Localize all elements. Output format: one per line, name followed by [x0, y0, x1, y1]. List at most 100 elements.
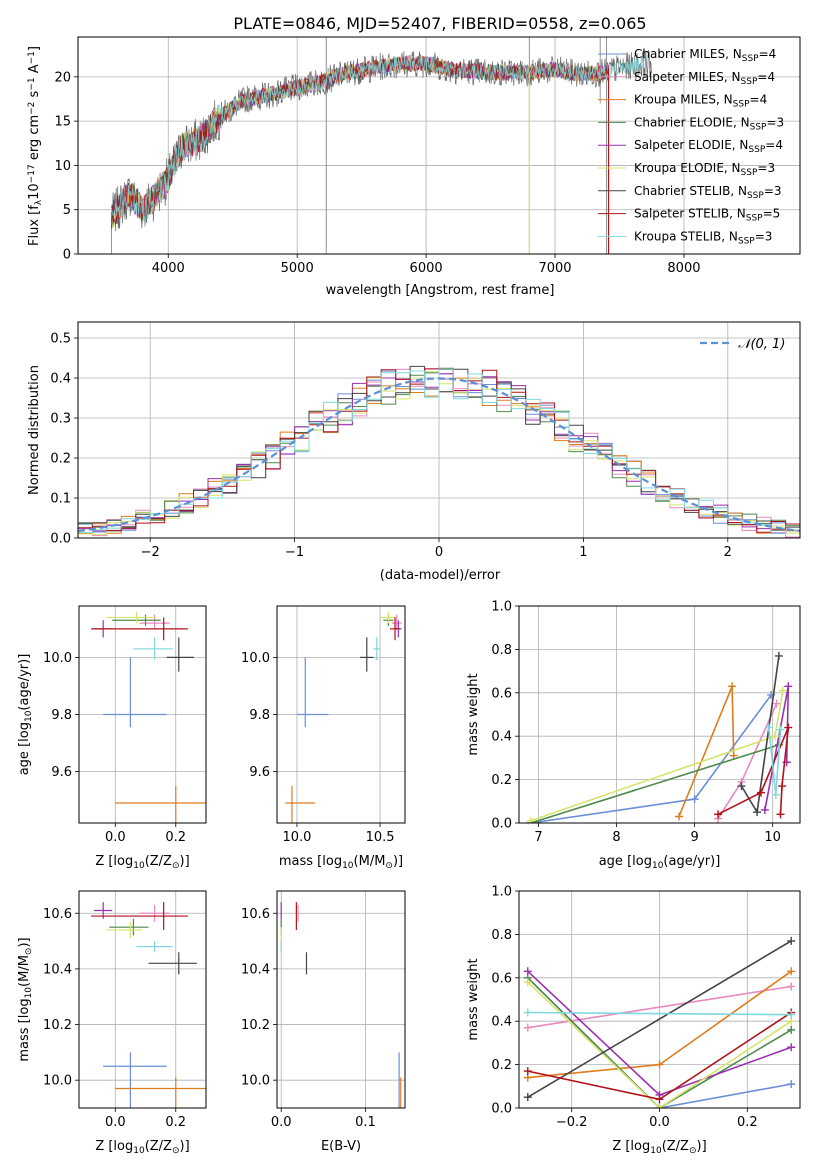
label-part: (Z/Z — [145, 854, 172, 869]
weight-line-chabrier-stelib — [740, 655, 780, 815]
label-part: mass [log — [17, 998, 32, 1061]
errorbars-mass-vs-EBV — [280, 902, 402, 1108]
weight-point-kroupa-stelib — [771, 790, 780, 799]
weight-point-chabrier-elodie — [787, 1025, 796, 1034]
label-part: (M/M — [354, 854, 386, 869]
weight-point-salpeter-elodie — [523, 967, 532, 976]
label-part: A — [27, 64, 42, 77]
x-tick-label: 0.2 — [165, 1115, 186, 1130]
label-part: Flux [f — [27, 205, 42, 246]
label-part: ⊙ — [172, 1146, 180, 1156]
y-tick-label: 10.4 — [43, 962, 72, 977]
y-tick-label: 0.2 — [491, 773, 512, 788]
label-part: λ — [34, 199, 44, 205]
x-axis-label: mass [log10(M/M⊙)] — [279, 854, 403, 871]
y-axis-label: age [log10(age/yr)] — [17, 654, 34, 776]
axes-frame — [518, 890, 801, 1109]
label-part: −1 — [27, 51, 37, 64]
label-part: Z [log — [95, 854, 133, 869]
x-tick-label: 0.1 — [355, 1115, 376, 1130]
x-tick-label: 8000 — [667, 261, 700, 276]
y-axis-label: Flux [fλ10−17 erg cm−2 s−1 A−1] — [27, 46, 44, 246]
y-tick-label: 0 — [63, 248, 71, 263]
label-part: s — [27, 90, 42, 101]
weight-point-kroupa-stelib — [764, 723, 773, 732]
legend-label: Chabrier MILES, NSSP=4 — [634, 47, 776, 64]
x-tick-label: 7000 — [538, 261, 571, 276]
label-part: =3 — [757, 161, 775, 175]
label-part: =4 — [750, 93, 768, 107]
label-part: mass [log — [279, 854, 342, 869]
label-part: SSP — [750, 122, 767, 132]
y-tick-label: 1.0 — [491, 600, 512, 615]
weight-point-kroupa-elodie — [523, 978, 532, 987]
y-tick-label: 10.0 — [241, 1074, 270, 1089]
x-axis-label: age [log10(age/yr)] — [599, 854, 721, 871]
x-tick-label: 8 — [612, 830, 620, 845]
axes-frame — [518, 605, 801, 824]
label-part: ⊙ — [385, 861, 393, 871]
y-tick-label: 10.6 — [241, 907, 270, 922]
weight-point-salpeter-stelib — [756, 788, 765, 797]
weight-line-chabrier-elodie — [527, 977, 792, 1108]
label-part: Z [log — [612, 1139, 650, 1154]
y-tick-label: 0.2 — [50, 452, 71, 467]
x-axis-label: E(B-V) — [321, 1139, 361, 1154]
y-tick-label: 10.0 — [241, 651, 270, 666]
weight-point-salpeter-stelib — [714, 810, 723, 819]
y-tick-label: 10.4 — [241, 962, 270, 977]
errorbars-age-vs-mass — [285, 611, 402, 823]
label-part: mass weight — [466, 958, 481, 1040]
x-tick-label: 0.2 — [165, 830, 186, 845]
label-part: =3 — [764, 184, 782, 198]
y-tick-label: 9.6 — [51, 765, 72, 780]
normal-legend-label: 𝒩(0, 1) — [738, 337, 785, 352]
x-tick-label: 6000 — [410, 261, 443, 276]
label-part: ⊙ — [172, 861, 180, 871]
normal-curve — [78, 377, 800, 533]
label-part: erg cm — [27, 115, 42, 164]
y-axis-label: Normed distribution — [27, 365, 42, 495]
label-part: 10 — [24, 987, 34, 999]
label-part: Kroupa STELIB, N — [634, 229, 738, 243]
label-part: =3 — [755, 229, 773, 243]
label-part: SSP — [738, 236, 755, 246]
axes-frame — [276, 890, 406, 1109]
label-part: (Z/Z — [662, 1139, 689, 1154]
y-axis-label: mass weight — [466, 673, 481, 755]
label-part: ] — [27, 46, 42, 51]
label-part: SSP — [741, 168, 758, 178]
label-part: wavelength [Angstrom, rest frame] — [326, 283, 555, 298]
x-tick-label: 9 — [690, 830, 698, 845]
weight-point-salpeter-miles — [772, 699, 781, 708]
x-tick-label: −0.2 — [556, 1115, 588, 1130]
axes-frame — [77, 36, 801, 255]
legend-label: Kroupa STELIB, NSSP=3 — [634, 229, 772, 246]
label-part: Salpeter MILES, N — [634, 70, 741, 84]
label-part: −1 — [27, 77, 37, 90]
x-axis-label: Z [log10(Z/Z⊙)] — [95, 854, 189, 871]
x-tick-label: 0 — [435, 545, 443, 560]
label-part: 10 — [133, 1146, 145, 1156]
label-part: mass weight — [466, 673, 481, 755]
y-tick-label: 0.2 — [491, 1058, 512, 1073]
axes-frame — [276, 605, 406, 824]
label-part: 𝒩(0, 1) — [738, 337, 785, 352]
y-tick-label: 0.6 — [491, 971, 512, 986]
weight-point-chabrier-stelib — [737, 782, 746, 791]
weight-point-chabrier-stelib — [787, 936, 796, 945]
y-tick-label: 10.2 — [241, 1018, 270, 1033]
y-tick-label: 10.0 — [43, 1074, 72, 1089]
data-layer — [78, 37, 800, 1108]
label-part: 10 — [342, 861, 354, 871]
weight-point-kroupa-elodie — [771, 732, 780, 741]
weight-point-kroupa-miles — [787, 967, 796, 976]
y-tick-label: 9.8 — [249, 708, 270, 723]
y-tick-label: 9.8 — [51, 708, 72, 723]
weight-point-salpeter-stelib — [523, 1067, 532, 1076]
y-tick-label: 0.0 — [491, 817, 512, 832]
histograms — [78, 365, 800, 538]
label-part: =3 — [766, 115, 784, 129]
label-part: ⊙ — [24, 948, 34, 956]
y-tick-label: 0.0 — [50, 532, 71, 547]
